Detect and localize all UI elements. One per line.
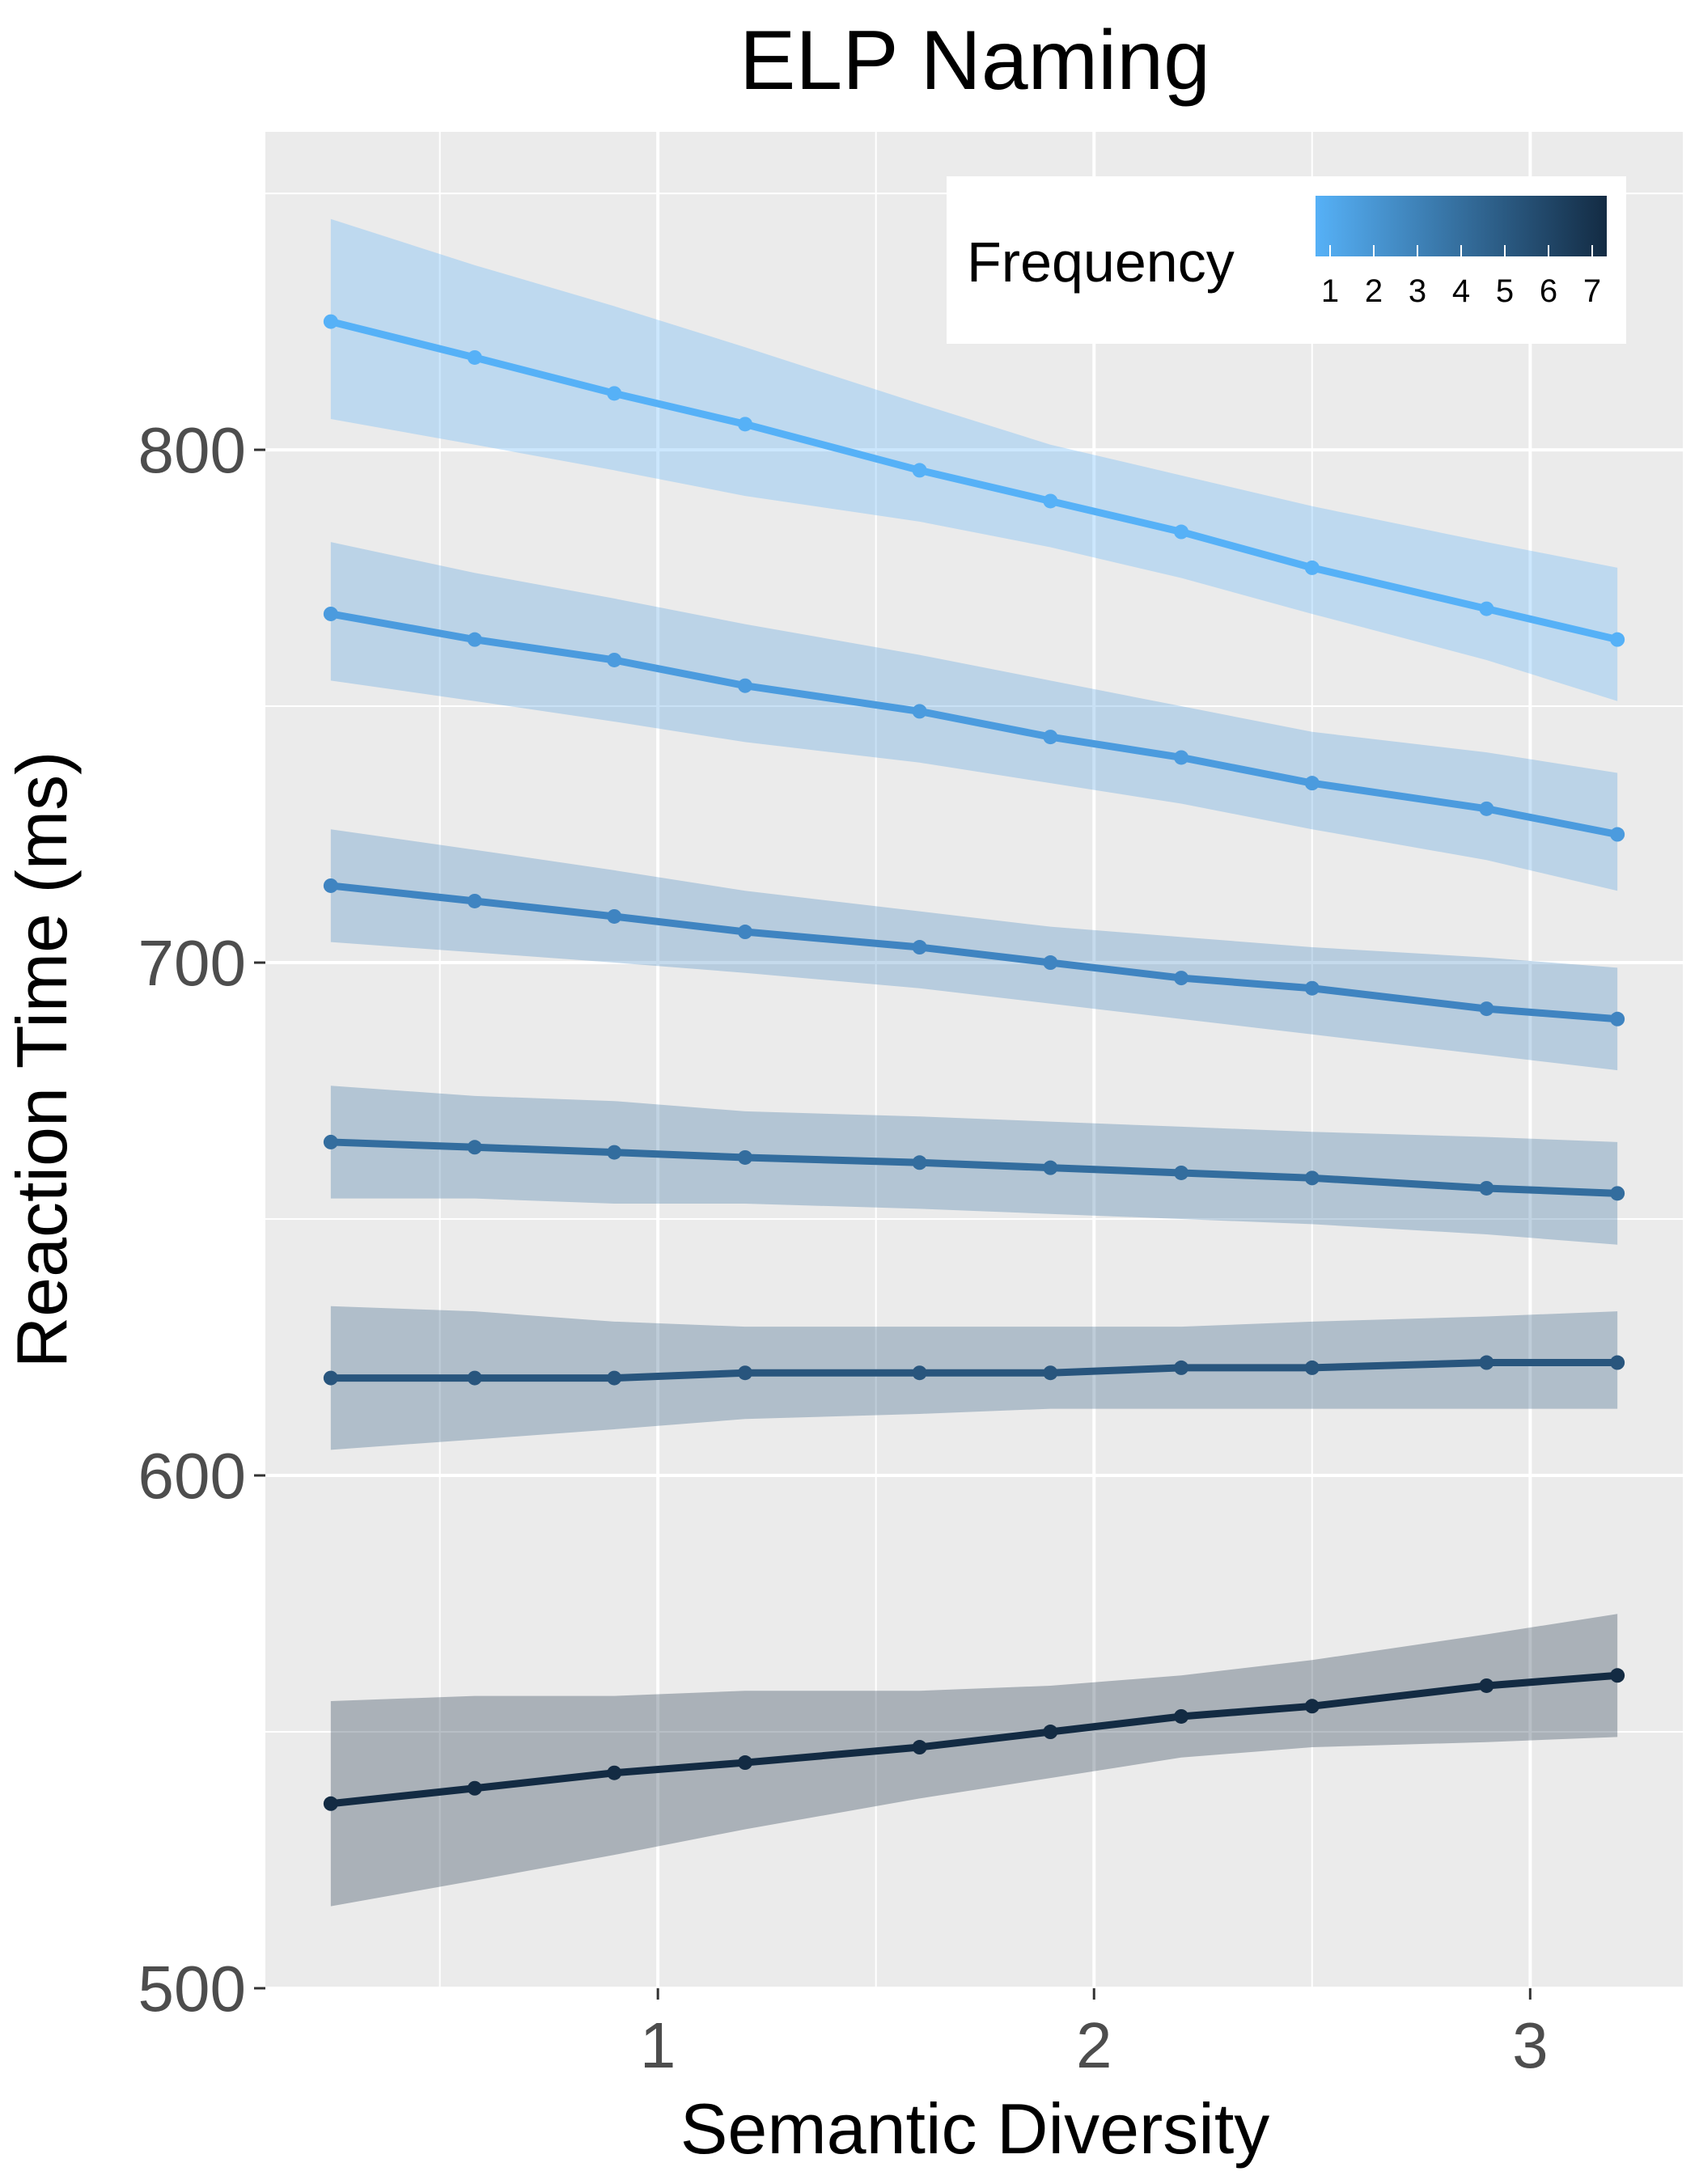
data-point (1304, 1360, 1320, 1375)
data-point (607, 652, 622, 667)
series-line-4 (327, 1138, 1621, 1197)
ribbon-1 (330, 218, 1618, 701)
x-tick-label: 1 (640, 2009, 676, 2081)
x-tick-label: 2 (1076, 2009, 1112, 2081)
series-line-5 (327, 1359, 1621, 1382)
y-tick-label: 700 (138, 927, 246, 999)
x-axis-title: Semantic Diversity (680, 2089, 1270, 2169)
legend-title: Frequency (967, 231, 1235, 294)
data-point (607, 1145, 622, 1160)
y-axis-title: Reaction Time (ms) (2, 751, 82, 1369)
data-point (1304, 980, 1320, 996)
data-point (1304, 560, 1320, 575)
data-point (912, 1155, 927, 1170)
data-point (1043, 1365, 1058, 1381)
series-line-1 (327, 318, 1621, 644)
data-point (1479, 801, 1494, 816)
ribbon-2 (330, 542, 1618, 891)
series-line-2 (327, 610, 1621, 839)
data-point (323, 1370, 338, 1386)
colorbar-label: 5 (1496, 273, 1514, 309)
data-point (467, 1780, 482, 1796)
legend: Frequency 1 2 3 4 5 6 7 (947, 176, 1626, 344)
data-point (1174, 971, 1189, 986)
data-point (467, 349, 482, 365)
data-point (1479, 1180, 1494, 1196)
data-point (1610, 1011, 1625, 1026)
data-point (1304, 1699, 1320, 1714)
colorbar-label: 2 (1365, 273, 1383, 309)
data-point (467, 893, 482, 908)
data-point (1043, 1725, 1058, 1740)
data-point (1610, 1355, 1625, 1370)
chart-title: ELP Naming (739, 14, 1210, 108)
data-point (737, 1365, 752, 1381)
data-point (607, 908, 622, 924)
data-point (467, 1370, 482, 1386)
data-point (737, 925, 752, 940)
y-tick-label: 600 (138, 1440, 246, 1512)
data-point (1304, 1170, 1320, 1186)
data-point (912, 1365, 927, 1381)
data-point (737, 678, 752, 693)
data-point (1610, 632, 1625, 647)
series-lines (327, 318, 1621, 1808)
data-point (1174, 524, 1189, 540)
data-point (912, 704, 927, 719)
series-points (323, 314, 1625, 1811)
ribbon-3 (330, 829, 1618, 1071)
data-point (912, 463, 927, 478)
data-point (323, 314, 338, 329)
ribbon-6 (330, 1614, 1618, 1907)
ribbon-5 (330, 1306, 1618, 1450)
colorbar-label: 3 (1409, 273, 1426, 309)
data-point (607, 1370, 622, 1386)
colorbar-label: 6 (1540, 273, 1557, 309)
legend-colorbar-ticks: 1 2 3 4 5 6 7 (1321, 245, 1601, 309)
data-point (323, 878, 338, 893)
data-point (1174, 1165, 1189, 1180)
x-tick-label: 3 (1512, 2009, 1549, 2081)
data-point (323, 606, 338, 621)
plot-panel (265, 132, 1683, 1988)
data-point (1043, 730, 1058, 745)
data-point (607, 1765, 622, 1780)
data-point (1479, 601, 1494, 616)
data-point (737, 1755, 752, 1771)
data-point (737, 417, 752, 432)
data-point (1610, 1186, 1625, 1201)
data-point (1174, 1708, 1189, 1724)
data-point (1043, 1160, 1058, 1175)
y-tick-label: 500 (138, 1953, 246, 2025)
data-point (323, 1796, 338, 1811)
data-point (1043, 493, 1058, 509)
y-axis-ticks: 500 600 700 800 (138, 414, 265, 2025)
series-line-3 (327, 882, 1621, 1023)
data-point (607, 386, 622, 401)
data-point (1174, 750, 1189, 765)
data-point (1479, 1001, 1494, 1017)
data-point (912, 1740, 927, 1755)
data-point (1479, 1678, 1494, 1693)
data-point (1304, 776, 1320, 791)
data-point (1043, 955, 1058, 971)
data-point (1174, 1360, 1189, 1375)
data-point (323, 1134, 338, 1149)
data-point (1479, 1355, 1494, 1370)
data-point (467, 632, 482, 647)
data-point (1610, 827, 1625, 842)
colorbar-label: 7 (1583, 273, 1601, 309)
x-axis-ticks: 1 2 3 (640, 1988, 1549, 2081)
data-point (737, 1149, 752, 1165)
data-point (1610, 1668, 1625, 1683)
colorbar-label: 1 (1321, 273, 1339, 309)
data-point (467, 1140, 482, 1155)
data-point (912, 940, 927, 955)
series-line-6 (327, 1671, 1621, 1808)
y-tick-label: 800 (138, 414, 246, 486)
colorbar-label: 4 (1452, 273, 1470, 309)
